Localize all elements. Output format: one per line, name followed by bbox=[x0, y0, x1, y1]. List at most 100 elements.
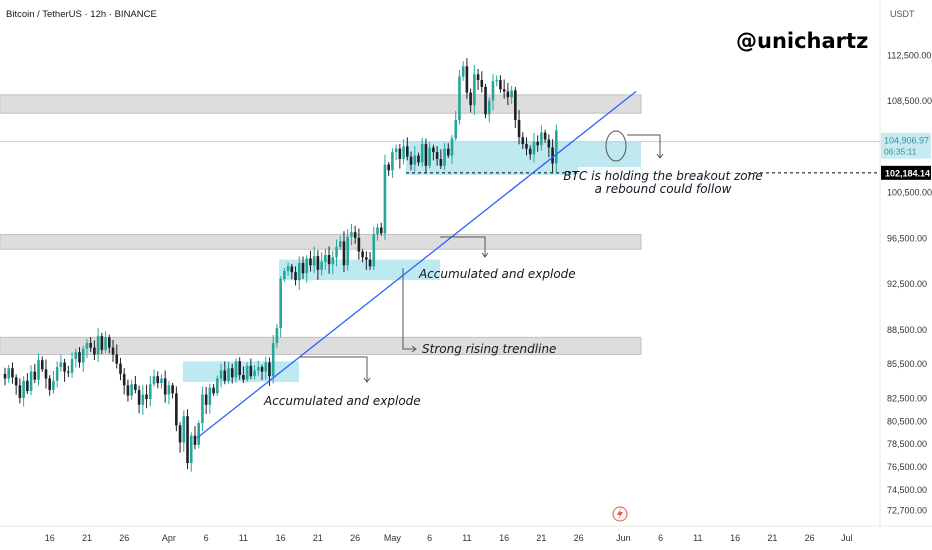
candle-body[interactable] bbox=[435, 152, 439, 159]
candle-body[interactable] bbox=[264, 362, 268, 372]
candle-body[interactable] bbox=[406, 146, 409, 157]
candle-body[interactable] bbox=[301, 262, 305, 274]
candle-body[interactable] bbox=[391, 152, 394, 171]
candle-body[interactable] bbox=[417, 155, 420, 163]
candle-body[interactable] bbox=[178, 425, 182, 443]
candle-body[interactable] bbox=[454, 120, 458, 139]
resistance-zone[interactable] bbox=[0, 94, 642, 114]
candle-body[interactable] bbox=[480, 80, 484, 87]
candle-body[interactable] bbox=[81, 348, 85, 363]
resistance-zone[interactable] bbox=[0, 233, 642, 250]
candle-body[interactable] bbox=[14, 377, 18, 386]
candle-body[interactable] bbox=[376, 227, 379, 235]
candle-body[interactable] bbox=[350, 232, 353, 237]
candle-body[interactable] bbox=[528, 148, 532, 155]
candle-body[interactable] bbox=[312, 256, 316, 266]
candle-body[interactable] bbox=[93, 347, 96, 355]
candle-body[interactable] bbox=[320, 261, 323, 270]
candle-body[interactable] bbox=[342, 241, 346, 266]
candle-body[interactable] bbox=[100, 336, 104, 350]
candle-body[interactable] bbox=[96, 336, 100, 355]
candle-body[interactable] bbox=[543, 132, 547, 140]
candle-body[interactable] bbox=[130, 384, 133, 396]
candle-body[interactable] bbox=[346, 236, 349, 266]
candle-body[interactable] bbox=[484, 86, 487, 115]
candle-body[interactable] bbox=[394, 148, 398, 153]
candle-body[interactable] bbox=[167, 385, 171, 395]
candle-body[interactable] bbox=[245, 365, 249, 380]
candle-body[interactable] bbox=[111, 347, 115, 355]
candle-body[interactable] bbox=[242, 375, 245, 380]
candle-body[interactable] bbox=[521, 137, 525, 145]
candle-body[interactable] bbox=[238, 361, 241, 376]
candle-body[interactable] bbox=[540, 132, 543, 146]
candle-body[interactable] bbox=[499, 80, 502, 90]
candle-body[interactable] bbox=[253, 370, 256, 377]
candle-body[interactable] bbox=[532, 141, 536, 155]
candle-body[interactable] bbox=[465, 66, 469, 93]
candle-body[interactable] bbox=[26, 380, 29, 392]
candle-body[interactable] bbox=[219, 370, 223, 379]
candle-body[interactable] bbox=[11, 368, 14, 378]
candle-body[interactable] bbox=[260, 367, 264, 372]
candle-body[interactable] bbox=[446, 148, 450, 156]
resistance-zone[interactable] bbox=[0, 336, 642, 355]
candle-body[interactable] bbox=[29, 371, 33, 392]
candle-body[interactable] bbox=[294, 272, 297, 281]
candle-body[interactable] bbox=[74, 352, 78, 360]
candle-body[interactable] bbox=[335, 246, 338, 258]
candle-body[interactable] bbox=[63, 362, 66, 372]
candle-body[interactable] bbox=[510, 90, 513, 98]
candle-body[interactable] bbox=[361, 251, 364, 258]
candle-body[interactable] bbox=[461, 66, 465, 77]
candle-body[interactable] bbox=[327, 254, 331, 265]
candle-body[interactable] bbox=[379, 227, 383, 234]
candle-body[interactable] bbox=[223, 370, 227, 381]
candle-body[interactable] bbox=[18, 385, 22, 398]
candle-body[interactable] bbox=[424, 144, 428, 166]
candle-body[interactable] bbox=[547, 139, 551, 148]
candle-body[interactable] bbox=[555, 130, 558, 164]
candle-body[interactable] bbox=[249, 365, 253, 377]
candle-body[interactable] bbox=[52, 380, 55, 390]
candle-body[interactable] bbox=[357, 237, 361, 252]
candle-body[interactable] bbox=[44, 369, 48, 379]
candle-body[interactable] bbox=[227, 368, 230, 381]
candle-body[interactable] bbox=[338, 241, 342, 247]
candle-body[interactable] bbox=[208, 387, 212, 405]
candle-body[interactable] bbox=[204, 394, 208, 405]
candle-body[interactable] bbox=[305, 258, 309, 274]
candle-body[interactable] bbox=[402, 146, 405, 159]
candle-body[interactable] bbox=[104, 337, 107, 350]
candle-body[interactable] bbox=[134, 384, 137, 390]
candle-body[interactable] bbox=[37, 360, 40, 380]
candle-body[interactable] bbox=[439, 158, 443, 166]
candle-body[interactable] bbox=[171, 385, 174, 394]
candle-body[interactable] bbox=[126, 385, 130, 396]
candle-body[interactable] bbox=[387, 164, 390, 171]
candle-body[interactable] bbox=[309, 258, 312, 266]
accumulation-zone[interactable] bbox=[279, 259, 440, 281]
candle-body[interactable] bbox=[193, 435, 197, 445]
candle-body[interactable] bbox=[182, 416, 186, 443]
candle-body[interactable] bbox=[85, 343, 89, 349]
candle-body[interactable] bbox=[353, 232, 357, 238]
candle-body[interactable] bbox=[316, 256, 320, 270]
candle-body[interactable] bbox=[152, 376, 156, 385]
candle-body[interactable] bbox=[59, 362, 63, 368]
candle-body[interactable] bbox=[469, 92, 472, 106]
candle-body[interactable] bbox=[551, 147, 554, 164]
candle-body[interactable] bbox=[141, 394, 145, 405]
price-axis-background[interactable] bbox=[880, 0, 932, 550]
candle-body[interactable] bbox=[201, 394, 204, 424]
candle-body[interactable] bbox=[197, 423, 200, 445]
candle-body[interactable] bbox=[487, 100, 491, 115]
candle-body[interactable] bbox=[283, 270, 286, 280]
candle-body[interactable] bbox=[216, 378, 219, 394]
trendline-layer[interactable] bbox=[196, 90, 637, 439]
candle-body[interactable] bbox=[119, 363, 122, 374]
candle-body[interactable] bbox=[398, 148, 402, 159]
candle-body[interactable] bbox=[268, 362, 271, 377]
candle-body[interactable] bbox=[432, 147, 435, 153]
candle-body[interactable] bbox=[230, 368, 234, 378]
